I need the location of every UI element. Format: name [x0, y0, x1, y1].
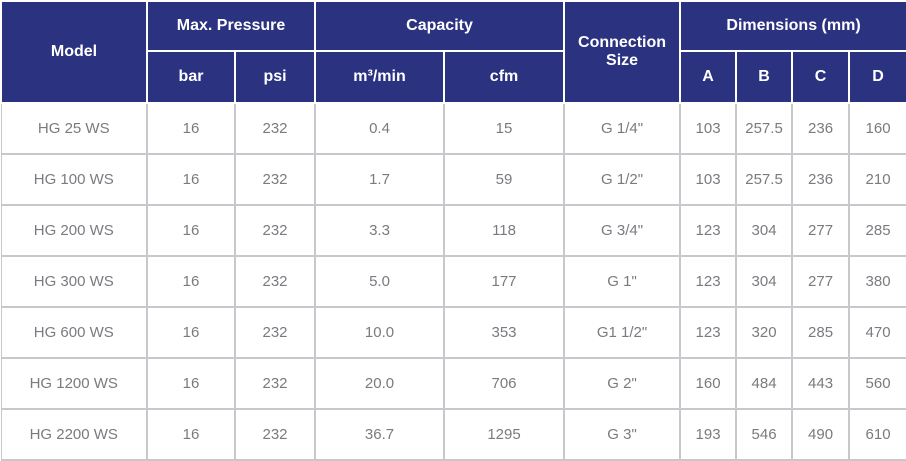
cell-bar: 16	[146, 255, 236, 308]
table-header: Model Max. Pressure Capacity Connection …	[0, 0, 906, 104]
table-row: HG 2200 WS 16 232 36.7 1295 G 3" 193 546…	[0, 408, 906, 461]
cell-m3min: 1.7	[314, 153, 446, 206]
header-connection-size: Connection Size	[563, 0, 682, 104]
header-dimensions: Dimensions (mm)	[679, 0, 906, 52]
cell-m3min: 5.0	[314, 255, 446, 308]
header-dim-c: C	[791, 50, 851, 104]
cell-dim-d: 380	[848, 255, 906, 308]
cell-dim-a: 160	[679, 357, 738, 410]
cell-model: HG 300 WS	[0, 255, 148, 308]
cell-dim-d: 210	[848, 153, 906, 206]
header-dim-d: D	[848, 50, 906, 104]
header-connection-line2: Size	[606, 52, 639, 69]
cell-dim-c: 285	[791, 306, 851, 359]
cell-psi: 232	[233, 306, 317, 359]
cell-dim-d: 160	[848, 102, 906, 155]
cell-dim-b: 257.5	[735, 102, 794, 155]
cell-dim-c: 236	[791, 102, 851, 155]
cell-psi: 232	[233, 153, 317, 206]
cell-connection: G 1/4"	[563, 102, 682, 155]
cell-connection: G 2"	[563, 357, 682, 410]
cell-dim-c: 236	[791, 153, 851, 206]
cell-dim-b: 304	[735, 204, 794, 257]
cell-dim-c: 490	[791, 408, 851, 461]
cell-psi: 232	[233, 357, 317, 410]
cell-model: HG 1200 WS	[0, 357, 148, 410]
cell-dim-a: 103	[679, 102, 738, 155]
header-cfm: cfm	[443, 50, 566, 104]
cell-dim-a: 123	[679, 204, 738, 257]
cell-bar: 16	[146, 357, 236, 410]
table-row: HG 1200 WS 16 232 20.0 706 G 2" 160 484 …	[0, 357, 906, 410]
cell-connection: G 3/4"	[563, 204, 682, 257]
table-row: HG 600 WS 16 232 10.0 353 G1 1/2" 123 32…	[0, 306, 906, 359]
cell-dim-b: 257.5	[735, 153, 794, 206]
header-bar: bar	[146, 50, 236, 104]
cell-m3min: 3.3	[314, 204, 446, 257]
cell-bar: 16	[146, 204, 236, 257]
table-row: HG 100 WS 16 232 1.7 59 G 1/2" 103 257.5…	[0, 153, 906, 206]
cell-dim-a: 193	[679, 408, 738, 461]
cell-cfm: 59	[443, 153, 566, 206]
cell-cfm: 706	[443, 357, 566, 410]
cell-model: HG 2200 WS	[0, 408, 148, 461]
cell-dim-c: 277	[791, 255, 851, 308]
cell-dim-b: 546	[735, 408, 794, 461]
cell-bar: 16	[146, 102, 236, 155]
cell-connection: G1 1/2"	[563, 306, 682, 359]
cell-cfm: 177	[443, 255, 566, 308]
cell-dim-a: 123	[679, 306, 738, 359]
cell-model: HG 600 WS	[0, 306, 148, 359]
table-body: HG 25 WS 16 232 0.4 15 G 1/4" 103 257.5 …	[0, 102, 906, 461]
header-connection-line1: Connection	[578, 34, 667, 51]
cell-dim-a: 123	[679, 255, 738, 308]
cell-dim-d: 285	[848, 204, 906, 257]
cell-model: HG 200 WS	[0, 204, 148, 257]
cell-bar: 16	[146, 153, 236, 206]
cell-bar: 16	[146, 408, 236, 461]
cell-dim-d: 610	[848, 408, 906, 461]
header-dim-a: A	[679, 50, 738, 104]
cell-dim-d: 560	[848, 357, 906, 410]
cell-cfm: 1295	[443, 408, 566, 461]
cell-cfm: 15	[443, 102, 566, 155]
cell-dim-b: 304	[735, 255, 794, 308]
cell-bar: 16	[146, 306, 236, 359]
cell-cfm: 118	[443, 204, 566, 257]
table-row: HG 200 WS 16 232 3.3 118 G 3/4" 123 304 …	[0, 204, 906, 257]
cell-connection: G 1/2"	[563, 153, 682, 206]
cell-model: HG 25 WS	[0, 102, 148, 155]
cell-m3min: 36.7	[314, 408, 446, 461]
cell-dim-c: 277	[791, 204, 851, 257]
table-row: HG 25 WS 16 232 0.4 15 G 1/4" 103 257.5 …	[0, 102, 906, 155]
header-max-pressure: Max. Pressure	[145, 0, 317, 52]
cell-dim-b: 320	[735, 306, 794, 359]
cell-psi: 232	[233, 102, 317, 155]
cell-dim-a: 103	[679, 153, 738, 206]
cell-cfm: 353	[443, 306, 566, 359]
header-m3min: m³/min	[314, 50, 446, 104]
header-capacity: Capacity	[314, 0, 566, 52]
cell-psi: 232	[233, 204, 317, 257]
cell-psi: 232	[233, 255, 317, 308]
cell-m3min: 10.0	[314, 306, 446, 359]
cell-m3min: 20.0	[314, 357, 446, 410]
header-psi: psi	[233, 50, 317, 104]
cell-dim-d: 470	[848, 306, 906, 359]
cell-connection: G 3"	[563, 408, 682, 461]
cell-m3min: 0.4	[314, 102, 446, 155]
cell-dim-b: 484	[735, 357, 794, 410]
cell-model: HG 100 WS	[0, 153, 148, 206]
cell-dim-c: 443	[791, 357, 851, 410]
header-model: Model	[0, 0, 148, 104]
cell-psi: 232	[233, 408, 317, 461]
header-dim-b: B	[735, 50, 794, 104]
table-row: HG 300 WS 16 232 5.0 177 G 1" 123 304 27…	[0, 255, 906, 308]
cell-connection: G 1"	[563, 255, 682, 308]
